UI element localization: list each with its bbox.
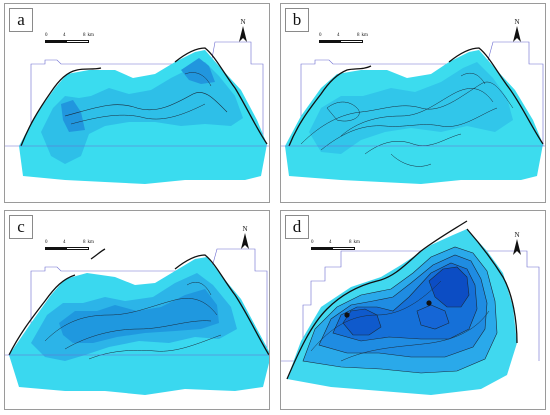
map-panel-b: b 0 4 8 km N [280,3,546,203]
map-panel-d: d 0 4 8 km N [280,210,546,410]
map-d-sea-5 [343,309,381,335]
map-d-sea-6 [429,267,469,307]
panel-label-a: a [9,8,33,32]
station-marker-icon [344,312,350,318]
map-a-sea-deep2 [181,58,215,84]
scale-tick-0: 0 [319,33,322,38]
scale-tick-4: 4 [337,33,340,38]
scale-tick-8: 8 km [349,240,360,245]
scale-tick-4: 4 [63,240,66,245]
map-a-sea-deep [61,100,85,132]
map-panel-c: c 0 4 8 km N [4,210,270,410]
map-panel-a: a 0 4 8 km N [4,3,270,203]
map-a-svg [5,41,269,184]
panel-label-b: b [285,8,309,32]
map-c-coastline [8,248,269,356]
station-marker-icon [426,300,432,306]
scale-tick-4: 4 [329,240,332,245]
north-arrow-icon: N [237,225,253,253]
panel-label-c: c [9,215,33,239]
scale-bar-c: 0 4 8 km [45,240,94,258]
scale-tick-0: 0 [311,240,314,245]
map-d-sea-7 [417,305,449,329]
map-c-sea-deep [59,289,219,343]
map-a-sea-mid [41,62,243,164]
north-arrow-icon: N [509,231,525,259]
map-b-sea-mid [309,62,513,154]
north-arrow-icon: N [509,18,525,46]
map-d-coastline [286,220,518,380]
scale-tick-0: 0 [45,240,48,245]
map-b-coastline [288,47,544,147]
scale-tick-0: 0 [45,33,48,38]
map-a-coastline [20,47,268,147]
scale-bar-b: 0 4 8 km [319,33,368,51]
scale-tick-8: 8 km [357,33,368,38]
scale-tick-4: 4 [63,33,66,38]
scale-tick-8: 8 km [83,240,94,245]
map-b-svg [281,41,545,184]
scale-bar-d: 0 4 8 km [311,240,360,258]
north-arrow-icon: N [235,18,251,46]
map-c-svg [5,248,269,395]
map-d-svg [281,220,540,395]
scale-bar-a: 0 4 8 km [45,33,94,51]
panel-label-d: d [285,215,309,239]
scale-tick-8: 8 km [83,33,94,38]
